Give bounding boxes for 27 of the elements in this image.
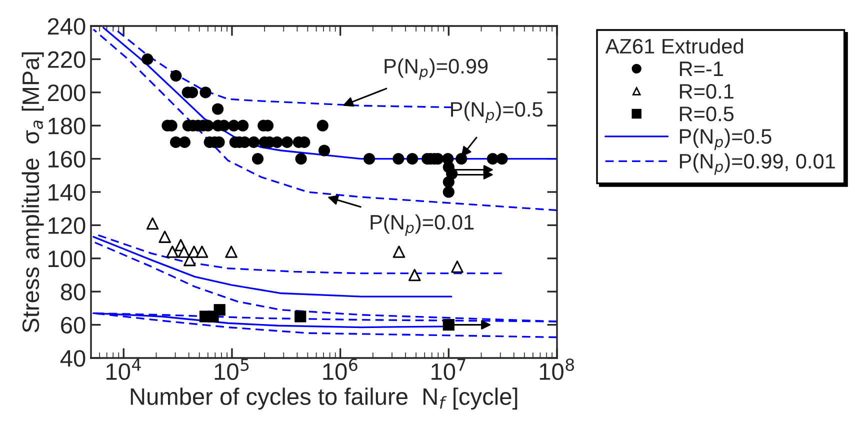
x-tick-label: 10$^{7}$ <box>432 358 466 380</box>
legend-label: R=0.1 <box>680 84 734 99</box>
y-tick-label: 200 <box>48 84 86 102</box>
y-tick-label: 140 <box>48 184 86 201</box>
x-tick-label: 10$^{4}$ <box>106 358 141 380</box>
legend-label: R=0.5 <box>680 106 734 122</box>
annotation: P(N$_{p}$)=0.99 <box>384 58 488 80</box>
legend-label: P(N$_{p}$)=0.5 <box>680 128 772 150</box>
x-tick-label: 10$^{5}$ <box>214 358 249 380</box>
y-tick-label: 220 <box>48 51 86 68</box>
y-tick-label: 240 <box>48 18 86 35</box>
y-tick-label: 100 <box>48 250 86 268</box>
y-tick-label: 40 <box>60 350 86 367</box>
legend-label: P(N$_{p}$)=0.99, 0.01 <box>680 153 835 175</box>
legend-label: R=-1 <box>680 62 723 76</box>
y-tick-label: 160 <box>48 150 86 168</box>
y-tick-label: 180 <box>48 118 86 134</box>
legend-title: AZ61 Extruded <box>605 38 743 54</box>
x-tick-label: 10$^{8}$ <box>540 358 574 380</box>
annotation: P(N$_{p}$)=0.5 <box>451 101 542 124</box>
y-tick-label: 80 <box>60 284 86 300</box>
x-axis-title: Number of cycles to failure N$_{f}$ [cycle] <box>130 388 518 410</box>
annotation: P(N$_{p}$)=0.01 <box>370 214 474 236</box>
y-tick-label: 120 <box>48 217 86 234</box>
y-axis-title: Stress amplitude σ$_{a}$ [MPa] <box>22 52 44 332</box>
y-tick-label: 60 <box>61 316 86 334</box>
x-tick-label: 10$^{6}$ <box>323 358 358 380</box>
